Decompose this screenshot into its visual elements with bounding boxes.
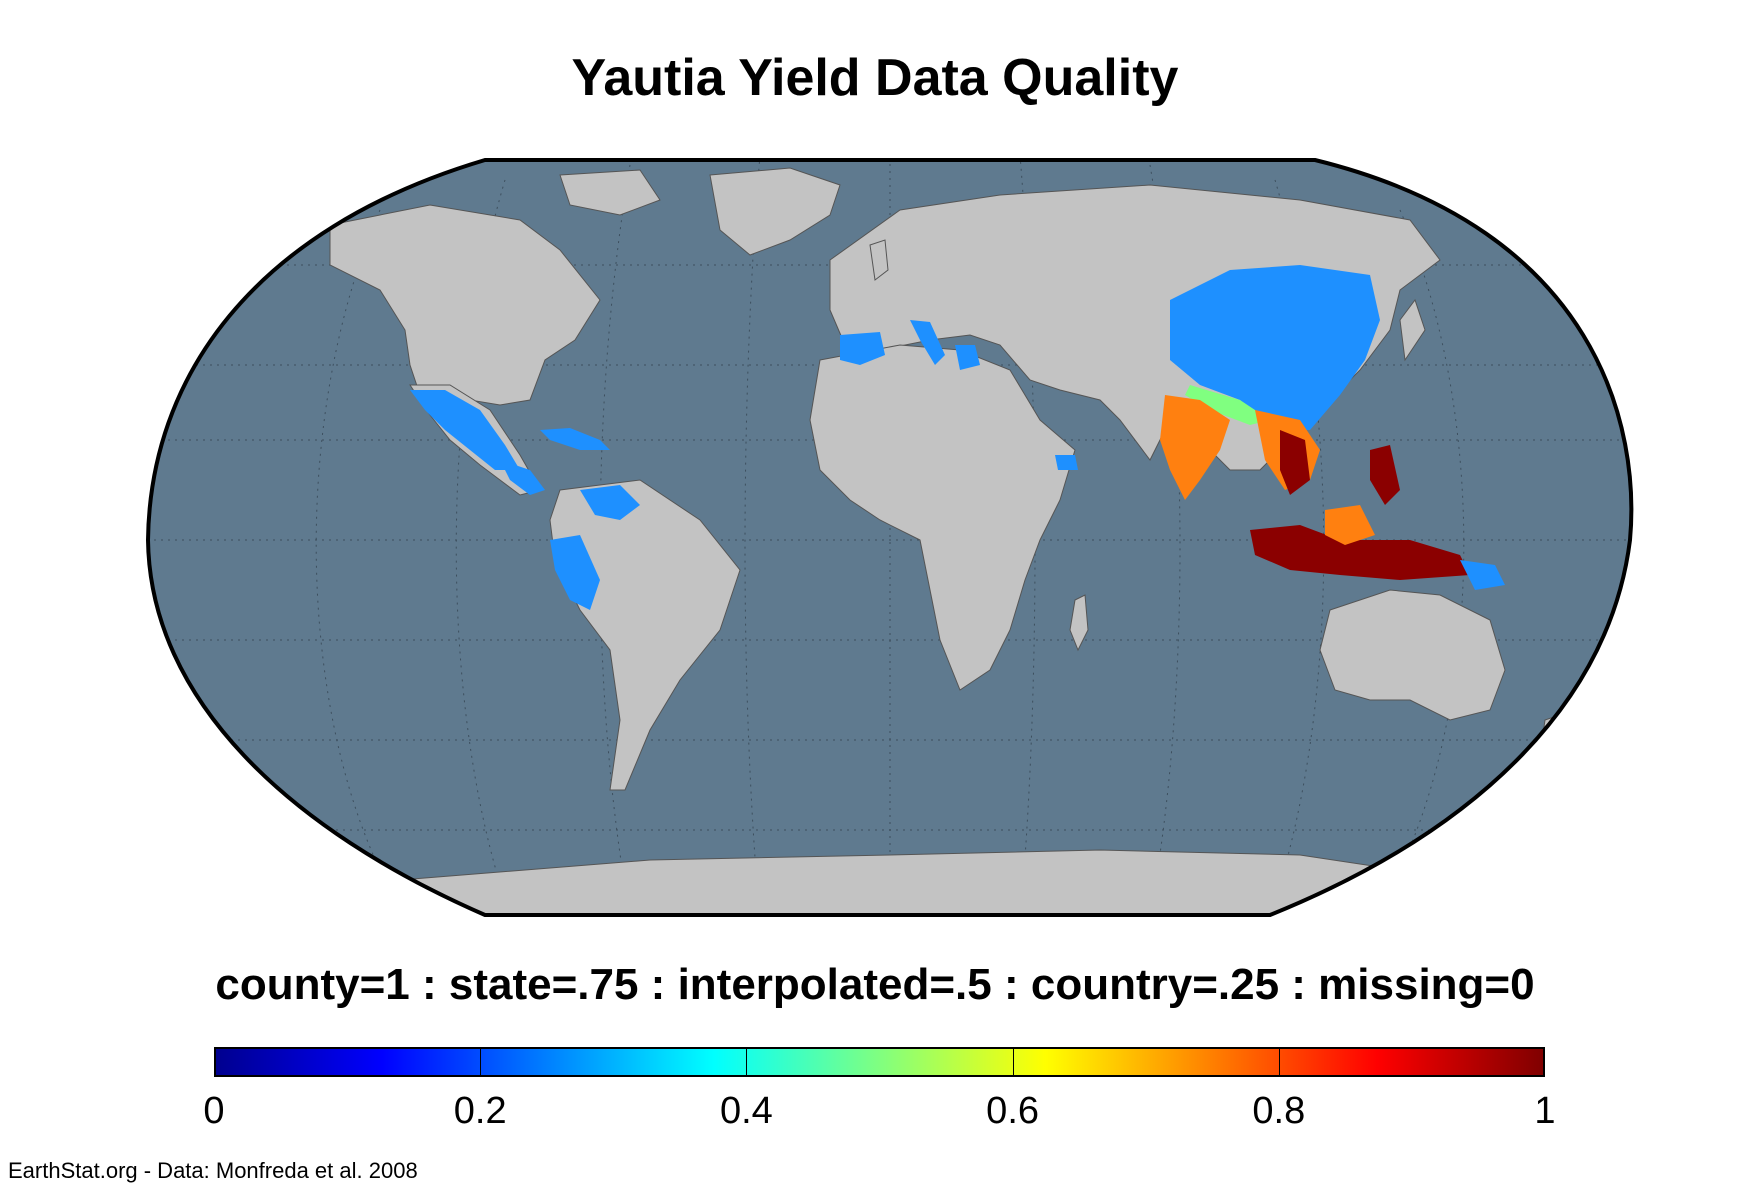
colorbar-tick-label: 0.8 [1252,1090,1306,1132]
colorbar-tick-label: 0 [203,1090,225,1132]
colorbar-tick-mark [480,1049,482,1075]
greenland [709,167,841,256]
region-peru [550,535,600,610]
colorbar-tick-mark [1012,1049,1014,1075]
colorbar-tick-label: 0.4 [719,1090,773,1132]
madagascar [1069,594,1089,652]
region-caribbean [540,428,610,450]
region-mexico [410,390,520,470]
japan [1399,298,1426,362]
region-central-america [500,460,545,495]
region-borneo [1325,505,1375,545]
region-spain [840,332,885,365]
australia [1319,589,1506,721]
region-china [1170,265,1380,430]
colorbar-tick-mark [1278,1049,1280,1075]
africa [809,344,1076,691]
credit-text: EarthStat.org - Data: Monfreda et al. 20… [8,1158,418,1183]
colorbar-tick-label: 0.6 [986,1090,1040,1132]
region-burma-thailand [1280,430,1310,495]
region-png [1460,560,1505,590]
globe-outline [145,158,1634,917]
region-greece [955,345,980,370]
uk [869,239,889,281]
region-philippines [1370,445,1400,505]
map-title: Yautia Yield Data Quality [571,49,1179,107]
region-italy [910,320,945,365]
colorbar-tick-mark [746,1049,748,1075]
colorbar-tick-label: 1 [1534,1090,1556,1132]
region-himalaya-interp [1185,385,1270,425]
north-america [329,204,601,421]
colorbar-tick-label: 0.2 [453,1090,507,1132]
antarctica [379,849,1452,915]
region-india [1160,395,1230,500]
world-map [145,158,1634,917]
region-venezuela [580,485,640,520]
region-indonesia [1250,525,1470,580]
arctic-islands [559,169,661,216]
quality-regions [410,265,1505,610]
region-yemen [1055,455,1078,470]
colorbar [214,1047,1545,1077]
legend-title: county=1 : state=.75 : interpolated=.5 :… [215,960,1535,1009]
